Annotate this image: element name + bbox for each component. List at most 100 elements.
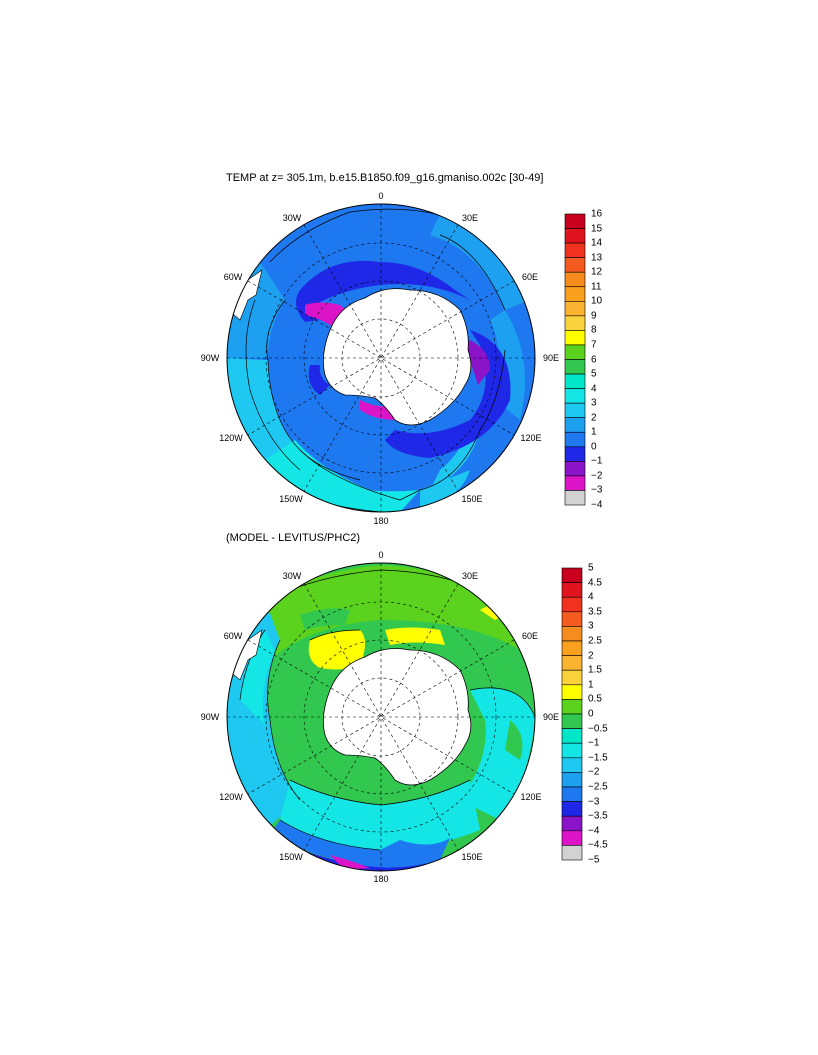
map1-lon-label-30e: 30E	[461, 213, 479, 223]
map1-colorbar-label: −2	[591, 470, 603, 482]
map2-colorbar-box	[561, 596, 583, 613]
map1-colorbar-label: −1	[591, 455, 603, 467]
map2-colorbar-label: 4	[588, 591, 594, 603]
map1-lon-label-120e: 120E	[520, 433, 542, 443]
map2-colorbar-label: −1	[588, 737, 600, 749]
map1-lon-label-0: 0	[378, 191, 384, 201]
map2-colorbar-box	[561, 815, 583, 832]
map2-colorbar-box	[561, 757, 583, 773]
map1-lon-label-60e: 60E	[521, 272, 539, 282]
map1-colorbar-label: 0	[591, 441, 597, 453]
map1-graticule	[227, 204, 535, 512]
map1-colorbar-box	[564, 431, 586, 448]
map2-colorbar-box	[561, 830, 583, 846]
map1-colorbar	[564, 213, 586, 506]
map1-colorbar-label: −4	[591, 499, 603, 511]
map1-colorbar-box	[564, 461, 586, 477]
map2-colorbar-label: 1	[588, 679, 594, 691]
map2-colorbar-box	[561, 742, 583, 759]
map2-colorbar-label: −4	[588, 825, 600, 837]
map1-colorbar-box	[564, 286, 586, 302]
map2-colorbar-label: 4.5	[588, 577, 602, 589]
map1-colorbar-label: −3	[591, 484, 603, 496]
map2-colorbar-box	[561, 845, 583, 861]
map1-lon-label-120w: 120W	[219, 433, 243, 443]
map2-colorbar-label: −4.5	[588, 839, 608, 851]
map2-colorbar-label: −2	[588, 766, 600, 778]
map2-colorbar-label: −2.5	[588, 781, 608, 793]
map2-colorbar-label: −5	[588, 854, 600, 866]
map1-border	[226, 203, 536, 513]
map1-colorbar-label: 12	[591, 266, 603, 278]
map2-colorbar-label: −0.5	[588, 723, 608, 735]
map2-colorbar-box	[561, 626, 583, 642]
map1-lon-label-60w: 60W	[223, 272, 243, 282]
map1-colorbar-label: 16	[591, 208, 603, 220]
map1-colorbar-box	[564, 344, 586, 360]
map1-colorbar-label: 14	[591, 237, 603, 249]
map2-colorbar-box	[561, 728, 583, 744]
map1-colorbar-box	[564, 373, 586, 389]
map2-lon-label-150e: 150E	[461, 852, 483, 862]
map1-colorbar-box	[564, 490, 586, 506]
map2-colorbar-label: −3.5	[588, 810, 608, 822]
map2-colorbar-label: 2.5	[588, 635, 602, 647]
map2-border	[226, 562, 536, 872]
map1-lon-label-150e: 150E	[461, 494, 483, 504]
map1-colorbar-label: 6	[591, 354, 597, 365]
map2-colorbar-box	[561, 669, 583, 686]
map1-lon-label-30w: 30W	[282, 213, 302, 223]
map2-lon-label-0: 0	[378, 550, 384, 560]
map2-colorbar-label: 0.5	[588, 693, 602, 705]
map2-lon-label-150w: 150W	[279, 852, 303, 862]
map1-lon-label-90e: 90E	[542, 353, 560, 363]
map2-colorbar-box	[561, 684, 583, 700]
map1-field	[227, 204, 535, 512]
map1-colorbar-label: 15	[591, 223, 603, 235]
map1-colorbar-box	[564, 330, 586, 346]
map2-lon-label-120e: 120E	[520, 792, 542, 802]
map2-title: (MODEL - LEVITUS/PHC2)	[226, 532, 361, 544]
map2-colorbar-box	[561, 655, 583, 671]
map2-colorbar-label: 3.5	[588, 606, 602, 618]
map1-colorbar-label: 8	[591, 324, 597, 336]
map1-colorbar-label: 5	[591, 368, 597, 380]
map1-colorbar-label: 1	[591, 426, 597, 438]
map1-colorbar-box	[564, 228, 586, 244]
map2-lon-label-120w: 120W	[219, 792, 243, 802]
map2-colorbar-box	[561, 801, 583, 817]
map2-lon-label-30e: 30E	[461, 571, 479, 581]
map2-colorbar-box	[561, 786, 583, 802]
map2-colorbar-box	[561, 699, 583, 715]
map2-lon-label-180: 180	[373, 874, 389, 884]
map1-colorbar-label: 7	[591, 339, 597, 351]
map1-colorbar-label: 3	[591, 397, 597, 409]
map2-lon-label-90e: 90E	[542, 712, 560, 722]
map2-lon-label-90w: 90W	[200, 712, 220, 722]
map1-lon-label-150w: 150W	[279, 494, 303, 504]
map1-colorbar-label: 4	[591, 383, 597, 395]
map1-colorbar-box	[564, 300, 586, 317]
map1-colorbar-box	[564, 242, 586, 258]
map2-colorbar-box	[561, 713, 583, 729]
map2-colorbar-label: 1.5	[588, 664, 602, 676]
map1-colorbar-box	[564, 271, 586, 288]
map2-colorbar-label: 5	[588, 562, 594, 574]
map2-colorbar-label: −1.5	[588, 752, 608, 764]
map2-colorbar-box	[561, 611, 583, 627]
map2-lon-label-60w: 60W	[223, 631, 243, 641]
map2-colorbar-box	[561, 772, 583, 788]
map2-colorbar	[561, 567, 583, 861]
map1-colorbar-label: 2	[591, 412, 597, 424]
map1-colorbar-box	[564, 213, 586, 229]
map1-colorbar-box	[564, 446, 586, 462]
map1-colorbar-label: 13	[591, 252, 603, 264]
map1-lon-label-90w: 90W	[200, 353, 220, 363]
map1-colorbar-box	[564, 388, 586, 404]
map2-colorbar-label: 3	[588, 620, 594, 632]
map2-colorbar-box	[561, 567, 583, 583]
map1-colorbar-box	[564, 315, 586, 331]
map1-colorbar-box	[564, 257, 586, 273]
map2-graticule	[227, 563, 535, 871]
